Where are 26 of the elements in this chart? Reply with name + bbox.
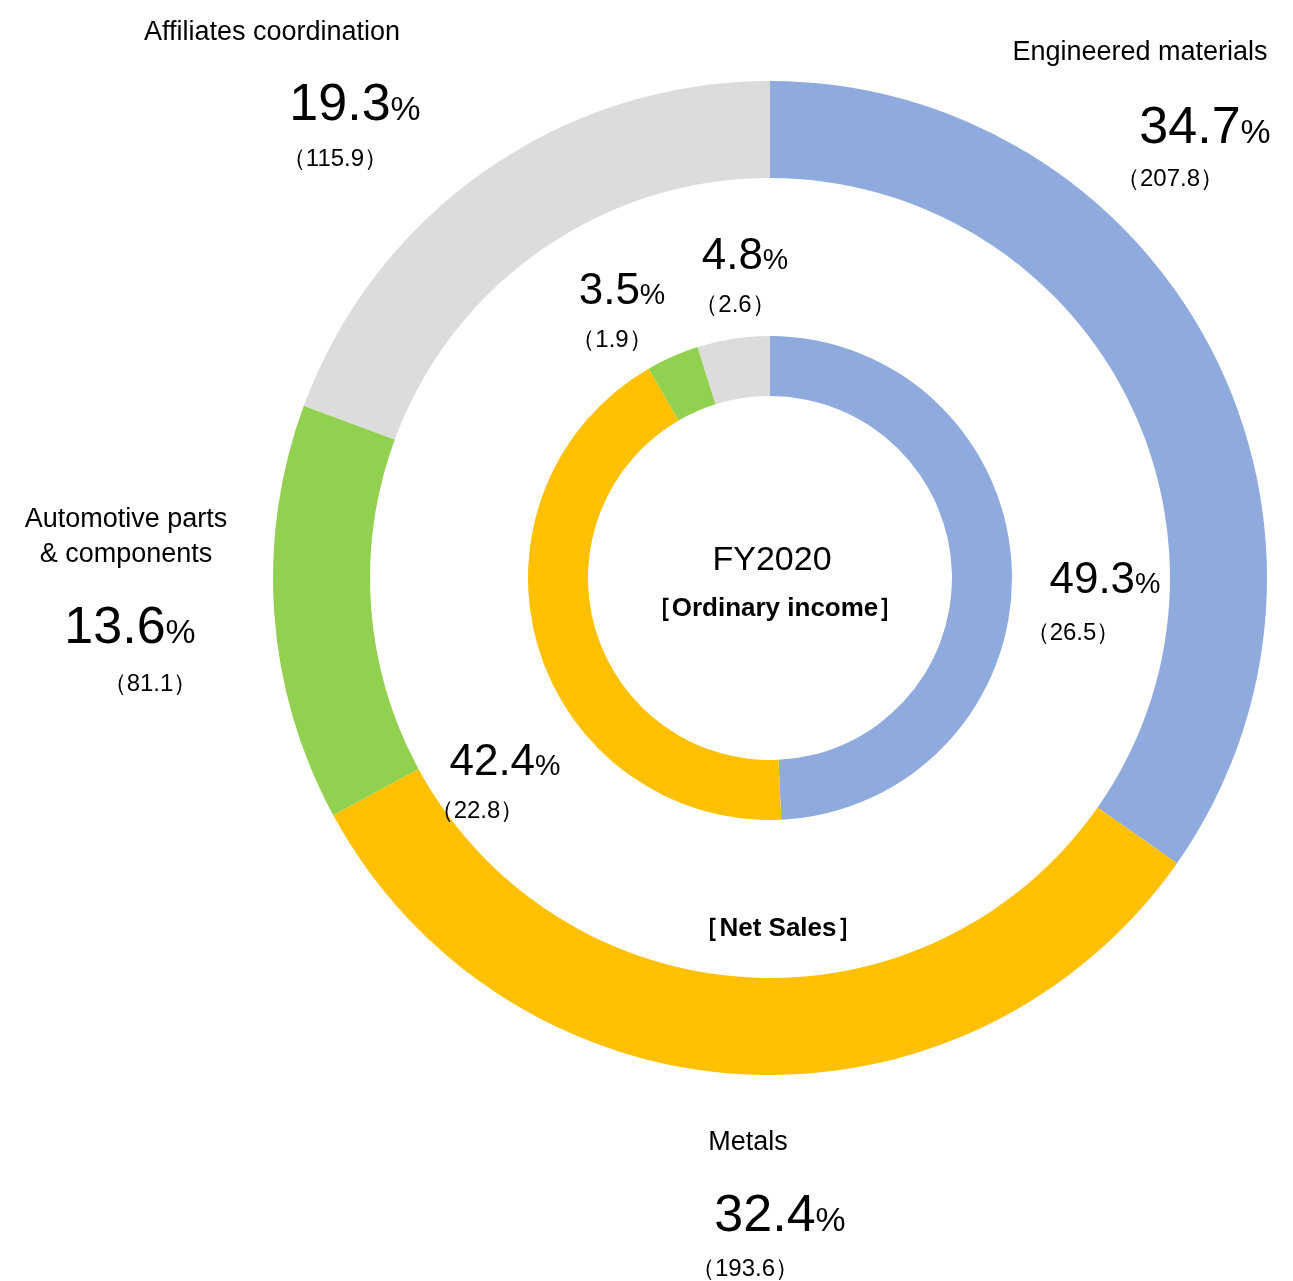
- text: 34.7%: [1139, 96, 1271, 154]
- data-label: （2.6）: [694, 290, 776, 317]
- donut-slice: [697, 336, 770, 405]
- text: 13.6%: [64, 596, 196, 654]
- text: 42.4%: [449, 735, 561, 784]
- data-label: （81.1）: [102, 669, 198, 696]
- data-label: （115.9）: [281, 144, 389, 171]
- data-label: （26.5）: [1025, 618, 1121, 645]
- text: 19.3%: [289, 73, 421, 131]
- text: 32.4%: [714, 1184, 846, 1242]
- text: ［Ordinary income］: [645, 592, 905, 622]
- text: 49.3%: [1049, 553, 1161, 602]
- donut-slice: [273, 405, 419, 816]
- text: 3.5%: [578, 264, 666, 313]
- data-label: （1.9）: [571, 325, 653, 352]
- slice-label: Metals: [708, 1126, 788, 1156]
- donut-slice: [648, 347, 716, 421]
- data-label: （207.8）: [1115, 164, 1225, 191]
- slice-label: Automotive parts & components: [24, 503, 228, 568]
- text: 4.8%: [701, 229, 789, 278]
- text: FY2020: [712, 539, 832, 577]
- data-label: （22.8）: [429, 796, 525, 823]
- data-label: （193.6）: [690, 1254, 800, 1281]
- slice-label: Engineered materials: [1012, 36, 1268, 66]
- slice-label: Affiliates coordination: [143, 16, 401, 46]
- text: ［Net Sales］: [693, 912, 863, 942]
